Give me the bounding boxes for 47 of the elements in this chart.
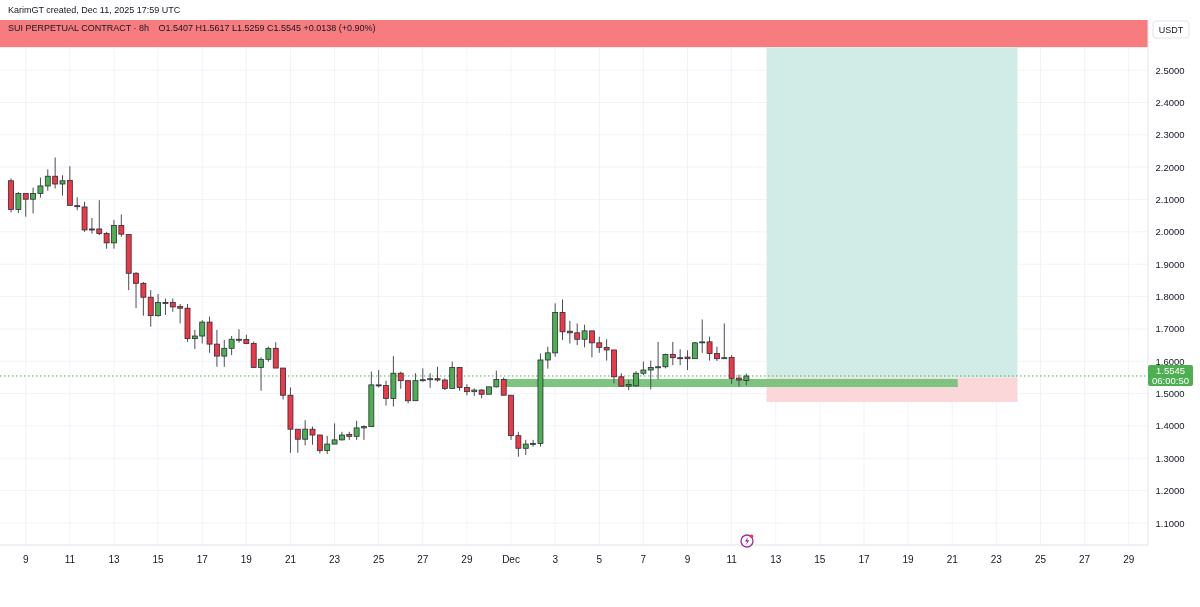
y-axis-title: USDT xyxy=(1158,24,1184,35)
x-tick-label: 15 xyxy=(814,553,826,565)
x-tick-label: 19 xyxy=(902,553,915,565)
y-tick-label: 1.8000 xyxy=(1155,291,1185,303)
y-tick-label: 1.3000 xyxy=(1155,452,1185,464)
x-tick-label: 23 xyxy=(990,553,1003,565)
chart-title: SUI PERPETUAL CONTRACT · 8h xyxy=(8,22,150,33)
y-tick-label: 2.4000 xyxy=(1155,96,1185,108)
x-tick-label: 3 xyxy=(552,553,559,565)
x-tick-label: 17 xyxy=(196,553,209,565)
y-tick-label: 2.5000 xyxy=(1155,64,1185,76)
x-tick-label: 23 xyxy=(329,553,341,565)
x-tick-label: 11 xyxy=(64,553,76,565)
y-tick-label: 1.4000 xyxy=(1155,420,1185,432)
x-tick-label: Dec xyxy=(502,553,520,565)
x-tick-label: 25 xyxy=(1034,553,1047,565)
x-tick-label: 29 xyxy=(1123,553,1135,565)
x-tick-label: 21 xyxy=(284,553,297,565)
chart-subtitle: O1.5407 H1.5617 L1.5259 C1.5545 +0.0138 (+0.90%) xyxy=(158,22,376,33)
x-tick-label: 27 xyxy=(417,553,429,565)
x-tick-label: 29 xyxy=(461,553,473,565)
y-tick-label: 1.1000 xyxy=(1155,517,1185,529)
x-tick-label: 5 xyxy=(596,553,603,565)
x-tick-label: 19 xyxy=(240,553,253,565)
x-tick-label: 21 xyxy=(946,553,959,565)
ref-line-label: 1.5545 xyxy=(1155,365,1186,377)
text: KarimGT created, Dec 11, 2025 17:59 UTC xyxy=(8,5,181,15)
y-tick-label: 2.1000 xyxy=(1155,194,1185,206)
x-tick-label: 9 xyxy=(22,553,29,565)
y-tick-label: 1.6000 xyxy=(1155,355,1185,367)
y-tick-label: 1.9000 xyxy=(1155,258,1185,270)
x-tick-label: 11 xyxy=(726,553,738,565)
y-tick-label: 1.2000 xyxy=(1155,485,1185,497)
x-tick-label: 9 xyxy=(684,553,691,565)
x-tick-label: 25 xyxy=(373,553,385,565)
y-tick-label: 1.7000 xyxy=(1155,323,1185,335)
x-tick-label: 17 xyxy=(858,553,870,565)
y-tick-label: 1.5000 xyxy=(1155,388,1185,400)
x-tick-label: 15 xyxy=(152,553,165,565)
x-tick-label: 13 xyxy=(108,553,120,565)
text: 06:00:50 xyxy=(1152,375,1189,387)
y-tick-label: 2.2000 xyxy=(1155,161,1185,173)
x-tick-label: 27 xyxy=(1079,553,1091,565)
x-tick-label: 7 xyxy=(640,553,647,565)
x-tick-label: 13 xyxy=(770,553,782,565)
y-tick-label: 2.0000 xyxy=(1155,226,1185,238)
y-tick-label: 2.3000 xyxy=(1155,129,1185,141)
